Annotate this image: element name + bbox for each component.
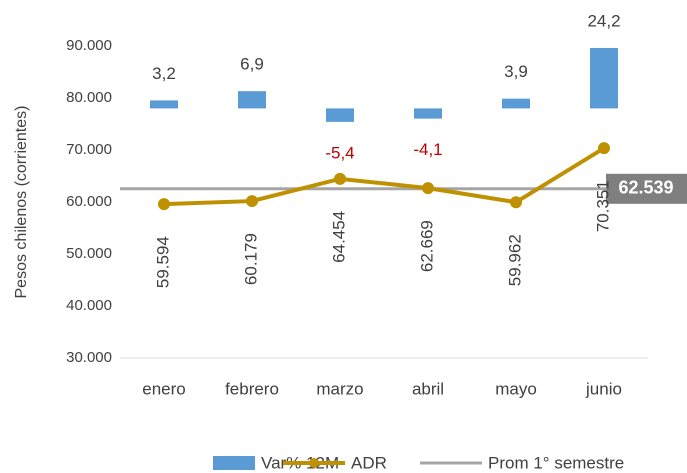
x-tick-label: enero	[142, 379, 185, 398]
adr-point	[422, 182, 434, 195]
adr-label: 60.179	[241, 233, 260, 285]
legend-marker	[309, 458, 319, 468]
average-label: 62.539	[618, 178, 673, 198]
adr-point	[246, 195, 258, 208]
adr-line	[163, 146, 606, 207]
adr-label: 64.454	[329, 211, 348, 263]
y-tick-label: 90.000	[66, 37, 112, 54]
y-axis-title: Pesos chilenos (corrientes)	[13, 106, 30, 299]
adr-label: 70.351	[593, 180, 612, 232]
y-tick-label: 80.000	[66, 89, 112, 106]
bar	[326, 108, 354, 122]
bar	[590, 47, 618, 109]
bar-label: -5,4	[325, 143, 354, 162]
legend-label: ADR	[351, 453, 387, 472]
y-tick-label: 50.000	[66, 245, 112, 262]
adr-point	[334, 172, 346, 185]
bar	[414, 108, 442, 119]
x-tick-label: mayo	[495, 379, 537, 398]
x-tick-label: febrero	[225, 379, 279, 398]
bar-label: -4,1	[413, 140, 442, 159]
bar-label: 3,2	[152, 64, 176, 83]
bar-label: 3,9	[504, 62, 528, 81]
y-tick-label: 30.000	[66, 349, 112, 366]
bar	[150, 100, 178, 109]
x-tick-label: junio	[585, 379, 622, 398]
adr-point	[158, 198, 170, 211]
x-tick-label: marzo	[316, 379, 363, 398]
y-tick-label: 70.000	[66, 141, 112, 158]
legend-label: Prom 1° semestre	[488, 453, 624, 472]
adr-label: 62.669	[417, 220, 436, 272]
adr-label: 59.594	[153, 236, 172, 288]
bar-label: 6,9	[240, 55, 264, 74]
bar-label: 24,2	[587, 11, 620, 30]
x-tick-label: abril	[412, 379, 444, 398]
legend-swatch	[213, 456, 255, 470]
average-label-box	[606, 173, 687, 204]
y-tick-label: 60.000	[66, 193, 112, 210]
adr-point	[598, 142, 610, 155]
adr-label: 59.962	[505, 234, 524, 286]
y-tick-label: 40.000	[66, 297, 112, 314]
bar	[502, 98, 530, 109]
adr-point	[510, 196, 522, 209]
bar	[238, 91, 266, 109]
